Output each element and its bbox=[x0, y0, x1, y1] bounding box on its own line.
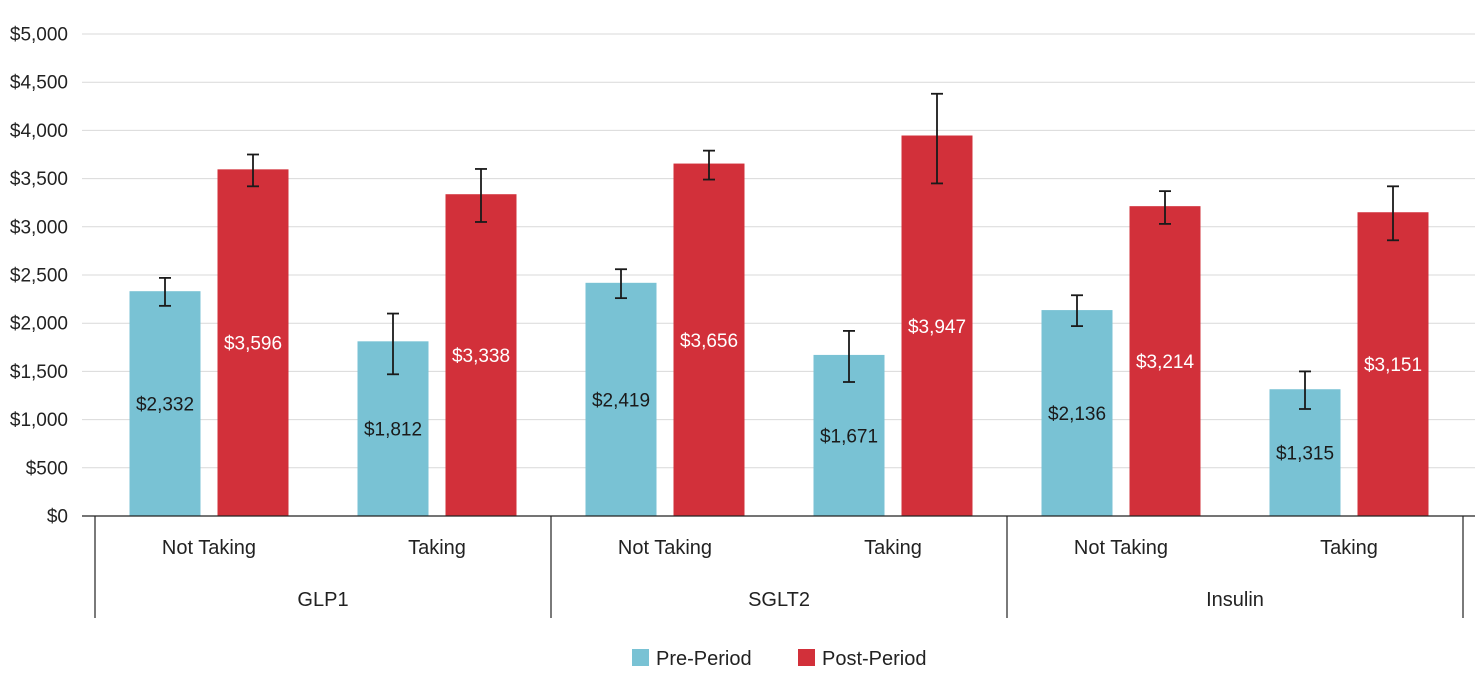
error-bars bbox=[159, 92, 1399, 410]
legend-swatch-pre-period bbox=[632, 649, 649, 666]
x-category-label: Taking bbox=[1320, 537, 1378, 559]
post-period-bar bbox=[901, 135, 973, 516]
x-category-label: Not Taking bbox=[162, 537, 256, 559]
gridlines bbox=[82, 33, 1475, 469]
y-tick-label: $3,500 bbox=[10, 169, 68, 190]
pre-period-bar bbox=[1269, 389, 1341, 516]
data-label: $3,656 bbox=[680, 331, 738, 352]
post-period-bar bbox=[1357, 212, 1429, 517]
data-label: $2,332 bbox=[136, 395, 194, 416]
y-tick-label: $0 bbox=[47, 507, 68, 528]
y-tick-label: $4,500 bbox=[10, 73, 68, 94]
x-category-label: Taking bbox=[864, 537, 922, 559]
pre-period-bar bbox=[585, 282, 657, 516]
y-tick-label: $5,000 bbox=[10, 25, 68, 46]
x-axis-labels: Not Taking Taking Not Taking Taking Not Taki… bbox=[162, 537, 1378, 611]
bars bbox=[129, 135, 1429, 517]
x-group-label: GLP1 bbox=[297, 589, 348, 611]
data-label: $1,671 bbox=[820, 426, 878, 447]
post-period-bar bbox=[1129, 206, 1201, 516]
x-category-label: Not Taking bbox=[618, 537, 712, 559]
data-label: $3,151 bbox=[1364, 355, 1422, 376]
x-category-label: Taking bbox=[408, 537, 466, 559]
data-label: $2,419 bbox=[592, 390, 650, 411]
legend: Pre-Period Post-Period bbox=[632, 648, 927, 670]
data-label: $3,338 bbox=[452, 346, 510, 367]
legend-label: Pre-Period bbox=[656, 648, 752, 670]
pre-period-bar bbox=[1041, 310, 1113, 516]
pre-period-bar bbox=[129, 291, 201, 516]
data-labels: $2,332 $3,596 $1,812 $3,338 $2,419 $3,656 $1,6… bbox=[136, 317, 1422, 465]
post-period-bar bbox=[217, 169, 289, 517]
legend-swatch-post-period bbox=[798, 649, 815, 666]
x-axis bbox=[82, 515, 1475, 618]
data-label: $3,596 bbox=[224, 334, 282, 355]
y-tick-label: $1,000 bbox=[10, 410, 68, 431]
data-label: $3,214 bbox=[1136, 352, 1195, 373]
post-period-bar bbox=[445, 194, 517, 516]
y-tick-label: $4,000 bbox=[10, 121, 68, 142]
x-category-label: Not Taking bbox=[1074, 537, 1168, 559]
data-label: $2,136 bbox=[1048, 404, 1106, 425]
post-period-bar bbox=[673, 163, 745, 517]
x-group-label: SGLT2 bbox=[748, 589, 810, 611]
data-label: $1,315 bbox=[1276, 444, 1334, 465]
legend-label: Post-Period bbox=[822, 648, 927, 670]
y-axis-tick-labels: $0 $500 $1,000 $1,500 $2,000 $2,500 $3,000 $3,5… bbox=[10, 25, 68, 528]
y-tick-label: $3,000 bbox=[10, 217, 68, 238]
data-label: $1,812 bbox=[364, 420, 422, 441]
y-tick-label: $500 bbox=[26, 458, 68, 479]
y-tick-label: $2,000 bbox=[10, 314, 68, 335]
y-tick-label: $2,500 bbox=[10, 266, 68, 287]
y-tick-label: $1,500 bbox=[10, 362, 68, 383]
x-group-label: Insulin bbox=[1206, 589, 1264, 611]
data-label: $3,947 bbox=[908, 317, 966, 338]
